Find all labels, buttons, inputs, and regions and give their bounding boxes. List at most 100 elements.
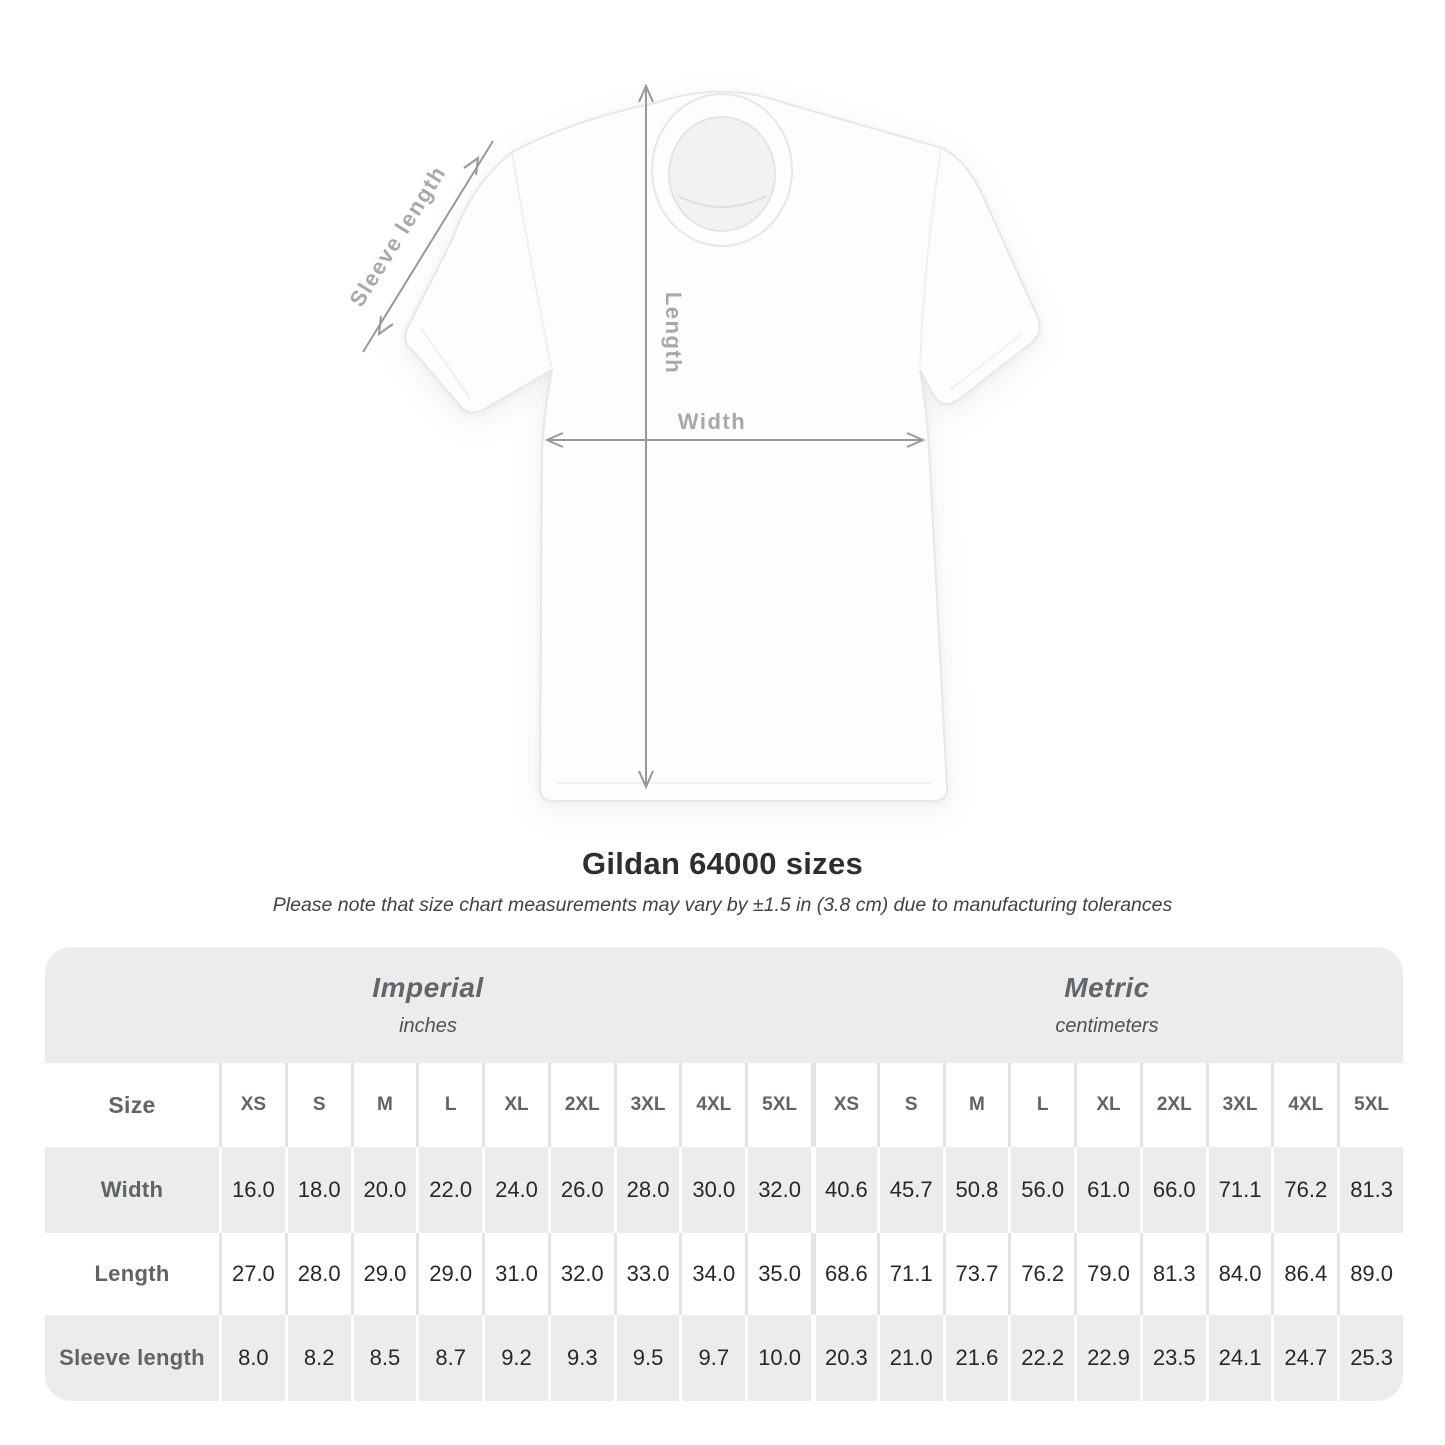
table-cell: 86.4 [1271, 1233, 1337, 1315]
metric-title: Metric [1064, 972, 1150, 1003]
table-cell: 32.0 [745, 1147, 811, 1233]
table-cell: 50.8 [942, 1147, 1009, 1233]
column-header: 2XL [1139, 1063, 1206, 1147]
table-cell: 81.3 [1139, 1233, 1206, 1315]
tshirt-graphic [404, 90, 1041, 802]
right-armhole-seam [919, 149, 942, 367]
column-header: S [876, 1063, 943, 1147]
metric-section-header: Metric centimeters [811, 947, 1403, 1063]
imperial-section-header: Imperial inches [45, 947, 811, 1063]
table-cell: 25.3 [1337, 1315, 1403, 1401]
collar-crease [677, 195, 767, 208]
table-cell: 22.2 [1008, 1315, 1075, 1401]
table-cell: 76.2 [1271, 1147, 1338, 1233]
column-header: 4XL [1271, 1063, 1337, 1147]
page-title: Gildan 64000 sizes [581, 846, 864, 881]
table-cell: 18.0 [284, 1147, 351, 1233]
table-cell: 24.1 [1205, 1315, 1272, 1401]
width-label: Width [678, 409, 746, 434]
table-cell: 71.1 [1205, 1147, 1272, 1233]
table-cell: 29.0 [416, 1233, 482, 1315]
table-cell: 9.2 [482, 1315, 548, 1401]
row-label: Width [45, 1147, 219, 1233]
table-cell: 32.0 [547, 1233, 614, 1315]
table-cell: 8.7 [416, 1315, 483, 1401]
column-header: 4XL [679, 1063, 745, 1147]
table-cell: 24.0 [482, 1147, 548, 1233]
table-cell: 21.6 [942, 1315, 1009, 1401]
column-header: M [942, 1063, 1009, 1147]
table-cell: 84.0 [1205, 1233, 1272, 1315]
table-cell: 40.6 [811, 1147, 877, 1233]
column-header: L [1008, 1063, 1074, 1147]
size-table: Imperial inches Metric centimeters Size X… [45, 947, 1403, 1401]
row-label: Sleeve length [45, 1315, 219, 1401]
table-cell: 20.3 [811, 1315, 877, 1401]
left-armhole-seam [511, 152, 552, 367]
table-cell: 28.0 [284, 1233, 351, 1315]
table-cell: 8.2 [284, 1315, 351, 1401]
sleeve-length-dimension-arrow [362, 140, 494, 353]
table-cell: 9.7 [679, 1315, 746, 1401]
table-cell: 26.0 [547, 1147, 614, 1233]
imperial-unit: inches [399, 1015, 457, 1037]
table-cell: 56.0 [1008, 1147, 1075, 1233]
table-cell: 89.0 [1337, 1233, 1403, 1315]
table-cell: 34.0 [679, 1233, 745, 1315]
column-header: 3XL [613, 1063, 680, 1147]
table-cell: 27.0 [219, 1233, 285, 1315]
table-cell: 20.0 [350, 1147, 417, 1233]
width-dimension-arrow [544, 432, 926, 448]
table-cell: 28.0 [613, 1147, 680, 1233]
collar-opening [668, 116, 776, 232]
table-cell: 10.0 [745, 1315, 811, 1401]
column-header: L [416, 1063, 482, 1147]
tshirt-body [404, 90, 1041, 802]
table-cell: 8.0 [219, 1315, 285, 1401]
table-cell: 31.0 [482, 1233, 548, 1315]
table-cell: 33.0 [613, 1233, 680, 1315]
table-cell: 71.1 [876, 1233, 943, 1315]
column-header: 5XL [1337, 1063, 1403, 1147]
table-cell: 16.0 [219, 1147, 285, 1233]
tshirt-measurement-figure: Length Width Sleeve length [344, 83, 1041, 802]
column-header: XS [219, 1063, 285, 1147]
table-cell: 21.0 [876, 1315, 943, 1401]
left-cuff-seam [419, 326, 471, 399]
imperial-title: Imperial [372, 972, 484, 1003]
right-cuff-seam [949, 333, 1023, 391]
table-cell: 81.3 [1337, 1147, 1403, 1233]
table-cell: 9.3 [547, 1315, 614, 1401]
table-cell: 35.0 [745, 1233, 811, 1315]
column-header: 2XL [547, 1063, 614, 1147]
column-header: XS [811, 1063, 877, 1147]
column-header: M [350, 1063, 417, 1147]
table-cell: 66.0 [1139, 1147, 1206, 1233]
row-label: Length [94, 1261, 170, 1286]
table-cell: 22.9 [1074, 1315, 1140, 1401]
length-label: Length [661, 292, 686, 374]
table-cell: 22.0 [416, 1147, 483, 1233]
table-cell: 79.0 [1074, 1233, 1140, 1315]
table-cell: 45.7 [876, 1147, 943, 1233]
size-column-header: Size [108, 1091, 156, 1118]
column-header: 5XL [745, 1063, 811, 1147]
column-header: 3XL [1205, 1063, 1272, 1147]
table-cell: 30.0 [679, 1147, 746, 1233]
table-cell: 61.0 [1074, 1147, 1140, 1233]
table-cell: 23.5 [1139, 1315, 1206, 1401]
table-cell: 24.7 [1271, 1315, 1338, 1401]
table-cell: 9.5 [613, 1315, 680, 1401]
column-header: XL [1074, 1063, 1140, 1147]
table-cell: 8.5 [350, 1315, 417, 1401]
table-cell: 73.7 [942, 1233, 1009, 1315]
table-cell: 76.2 [1008, 1233, 1074, 1315]
length-dimension-arrow [638, 83, 654, 790]
metric-unit: centimeters [1055, 1015, 1159, 1037]
page-subtitle: Please note that size chart measurements… [272, 894, 1173, 916]
table-cell: 68.6 [811, 1233, 877, 1315]
column-header: XL [482, 1063, 548, 1147]
table-cell: 29.0 [350, 1233, 417, 1315]
column-header: S [284, 1063, 351, 1147]
